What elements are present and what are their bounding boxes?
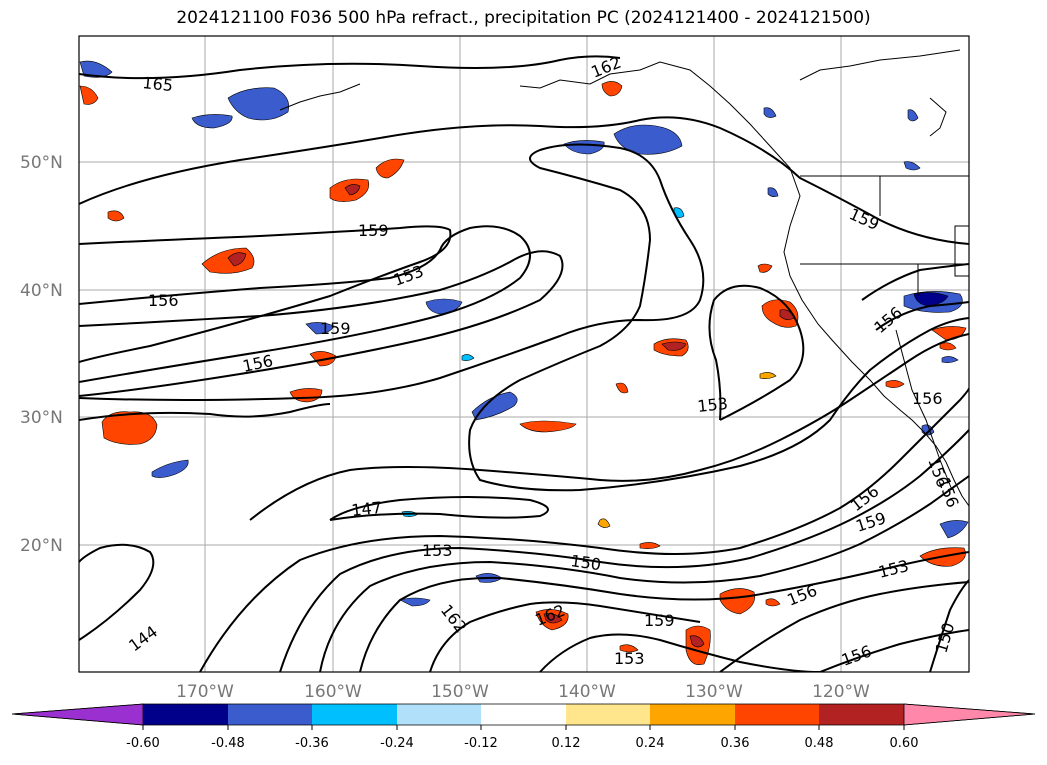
contour-label: 156 [148, 291, 179, 310]
precip-positive [79, 81, 967, 665]
colorbar-tick-label: -0.60 [126, 736, 160, 751]
lon-label: 120°W [812, 682, 870, 702]
map-frame [78, 35, 970, 673]
colorbar-tick-label: -0.36 [295, 736, 329, 751]
contour-label: 153 [422, 541, 453, 560]
precip-negative [79, 60, 969, 607]
contour-label: 159 [320, 319, 351, 338]
colorbar-tick-label: 0.36 [721, 736, 750, 751]
contour-label: 150 [569, 551, 602, 574]
colorbar-segment [566, 704, 650, 725]
colorbar-segment [650, 704, 735, 725]
lat-label: 20°N [20, 536, 63, 556]
colorbar-tick-label: 0.48 [805, 736, 834, 751]
contour-label: 159 [358, 221, 389, 240]
lat-label: 50°N [20, 153, 63, 173]
lat-label: 40°N [20, 281, 63, 301]
contour-label: 147 [350, 498, 382, 520]
map-title: 2024121100 F036 500 hPa refract., precip… [176, 8, 871, 28]
colorbar-segment [312, 704, 397, 725]
contour-label: 153 [614, 649, 645, 668]
contour-label: 156 [912, 389, 943, 408]
colorbar-segment [819, 704, 904, 725]
colorbar-tick-label: 0.24 [636, 736, 665, 751]
lon-label: 140°W [558, 682, 616, 702]
refractivity-contours [79, 55, 969, 672]
colorbar-tick-label: -0.12 [464, 736, 498, 751]
lat-label: 30°N [20, 408, 63, 428]
map-plot-area: 165 162 159 153 156 159 156 159 153 156 … [79, 36, 969, 672]
latitude-labels: 50°N 40°N 30°N 20°N [20, 153, 63, 556]
colorbar-tick-label: -0.48 [211, 736, 245, 751]
contour-label: 165 [142, 73, 174, 95]
lon-label: 130°W [685, 682, 743, 702]
longitude-labels: 170°W 160°W 150°W 140°W 130°W 120°W [176, 682, 870, 702]
colorbar-tick-label: 0.60 [890, 736, 919, 751]
colorbar-segment [228, 704, 312, 725]
colorbar-segment [397, 704, 481, 725]
lon-label: 170°W [176, 682, 234, 702]
colorbar-ticks [142, 725, 905, 730]
colorbar-tick-label: -0.24 [380, 736, 414, 751]
coastlines [279, 49, 969, 507]
contour-label: 153 [696, 394, 728, 416]
colorbar-segment [735, 704, 819, 725]
contour-label: 159 [644, 611, 675, 630]
lon-label: 160°W [304, 682, 362, 702]
colorbar-segment [481, 704, 566, 725]
colorbar: -0.60 -0.48 -0.36 -0.24 -0.12 0.12 0.24 … [11, 703, 1036, 751]
colorbar-extend-min [11, 703, 144, 726]
lon-label: 150°W [431, 682, 489, 702]
colorbar-segment [143, 704, 228, 725]
colorbar-tick-label: 0.12 [552, 736, 581, 751]
colorbar-extend-max [903, 703, 1036, 726]
